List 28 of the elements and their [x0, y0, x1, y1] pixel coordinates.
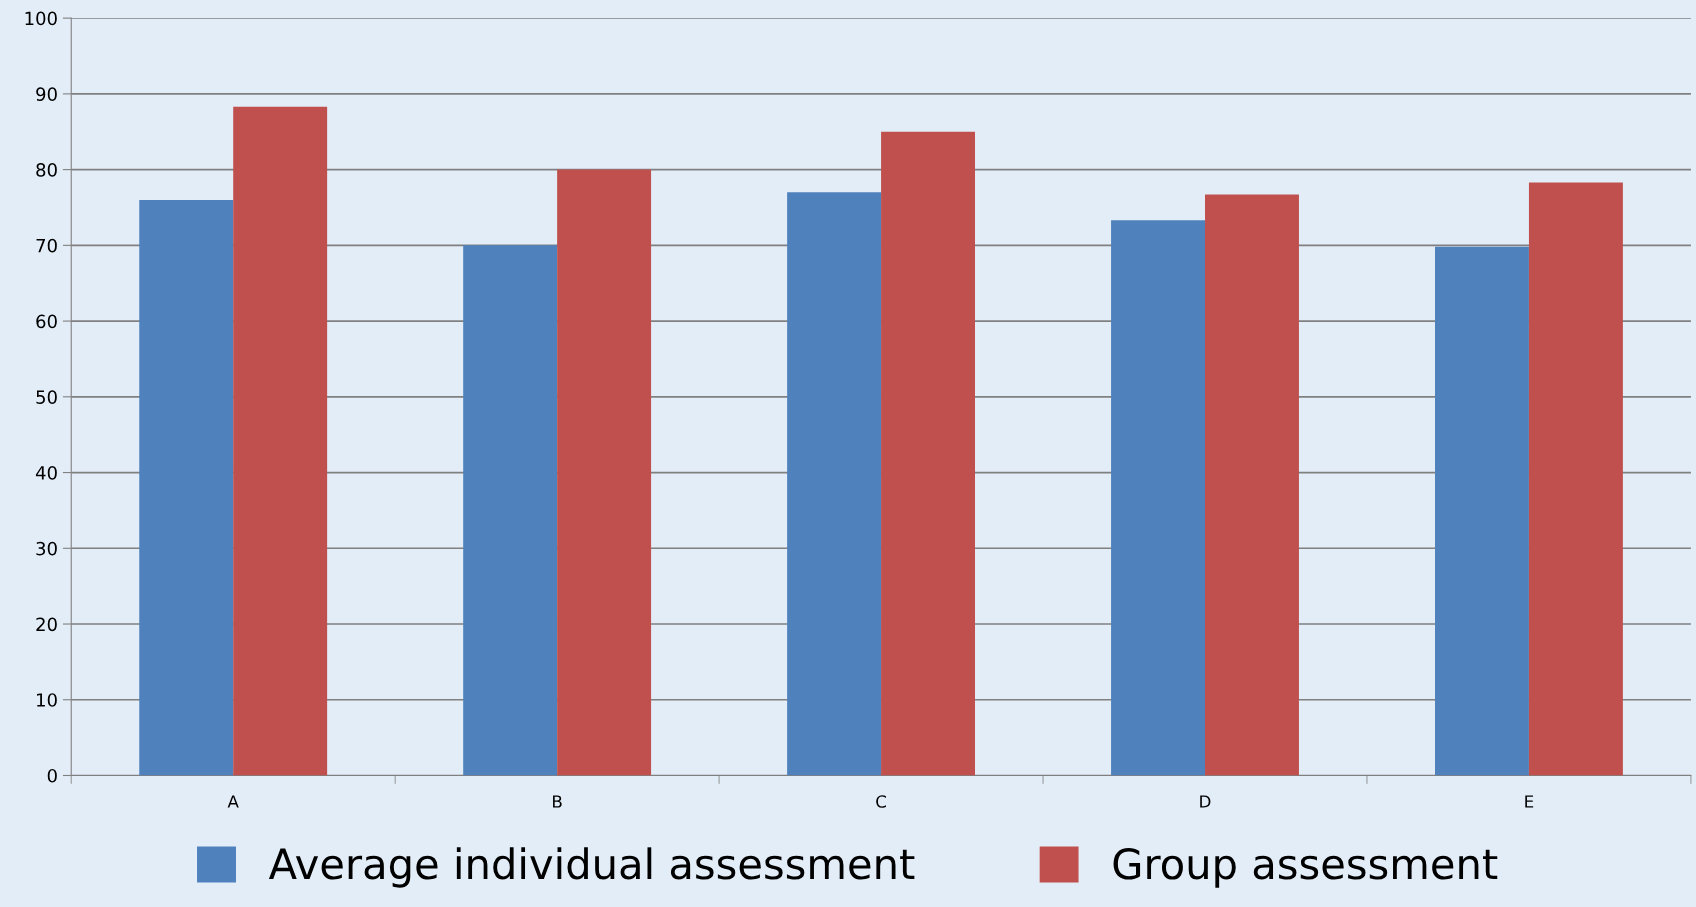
bar	[1205, 194, 1299, 776]
bar	[463, 245, 558, 776]
x-tick-label: D	[1200, 795, 1211, 808]
bar	[233, 106, 328, 776]
x-tick-label: C	[876, 795, 886, 808]
bar	[881, 131, 976, 776]
y-tick-label: 50	[36, 390, 57, 404]
legend-label: Average individual assessment	[268, 847, 915, 888]
x-tick-label: A	[227, 795, 239, 808]
y-tick-label: 90	[36, 87, 57, 101]
y-tick-label: 80	[36, 163, 57, 177]
y-tick-label: 40	[35, 466, 57, 480]
bar	[557, 169, 652, 776]
x-tick-label: B	[553, 795, 562, 808]
bar	[1528, 182, 1623, 776]
bar	[139, 199, 234, 776]
bar	[1111, 220, 1206, 776]
y-tick-label: 60	[36, 314, 57, 329]
y-tick-label: 70	[36, 238, 57, 253]
y-tick-label: 100	[25, 11, 57, 26]
y-tick-label: 20	[36, 617, 57, 632]
y-tick-label: 10	[37, 693, 57, 707]
y-tick-label: 30	[36, 541, 57, 556]
bar	[787, 192, 882, 776]
legend-label: Group assessment	[1113, 848, 1498, 888]
bar	[1435, 246, 1529, 776]
x-tick-label: E	[1525, 795, 1534, 808]
y-tick-label: 0	[47, 768, 57, 783]
